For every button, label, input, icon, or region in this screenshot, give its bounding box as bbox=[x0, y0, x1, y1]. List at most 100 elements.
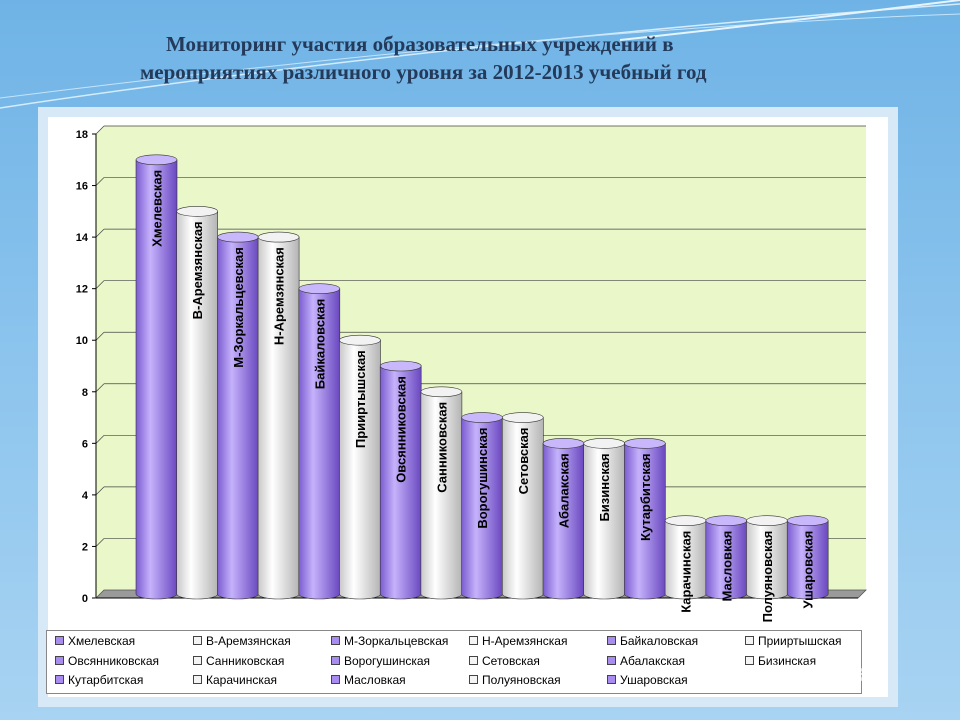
bar-13: Кутарбитская bbox=[624, 438, 666, 600]
title-line-2: мероприятиях различного уровня за 2012-2… bbox=[140, 60, 707, 84]
bar-label: Карачинская bbox=[679, 531, 694, 613]
watermark-text: MyShared bbox=[770, 660, 885, 687]
gridline-depth bbox=[95, 331, 105, 341]
gridline-depth bbox=[95, 435, 105, 444]
bar-top bbox=[624, 438, 666, 449]
title-line-1: Мониторинг участия образовательных учреж… bbox=[166, 32, 674, 56]
legend-item: Ворогушинская bbox=[331, 654, 430, 668]
bar-17: Ушаровская bbox=[786, 515, 829, 609]
legend-swatch bbox=[745, 656, 754, 666]
bar-label: Хмелевская bbox=[150, 170, 165, 247]
bar-label: Бизинская bbox=[597, 453, 612, 521]
legend-item: М-Зоркальцевская bbox=[331, 634, 448, 648]
bar-1: Хмелевская bbox=[135, 154, 178, 600]
bar-9: Ворогушинская bbox=[461, 412, 503, 600]
legend-label: Прииртышская bbox=[758, 634, 842, 648]
y-tick-label: 4 bbox=[82, 490, 89, 502]
legend-swatch bbox=[331, 675, 340, 685]
legend-swatch bbox=[469, 675, 478, 685]
legend-label: Карачинская bbox=[206, 673, 278, 687]
bar-label: Масловкая bbox=[719, 531, 734, 602]
bar-top bbox=[461, 412, 503, 423]
legend-item: В-Аремзянская bbox=[193, 634, 291, 648]
legend-swatch bbox=[193, 656, 202, 666]
bar-top bbox=[786, 515, 829, 526]
bar-4: Н-Аремзянская bbox=[257, 231, 300, 600]
bar-5: Байкаловская bbox=[298, 283, 341, 600]
legend-label: Сетовская bbox=[482, 654, 540, 668]
bar-label: Овсянниковская bbox=[394, 376, 409, 483]
bar-top bbox=[135, 154, 178, 166]
gridline-depth bbox=[95, 538, 105, 547]
gridline-depth bbox=[95, 125, 105, 135]
legend-swatch bbox=[331, 656, 340, 666]
legend-item: Овсянниковская bbox=[55, 654, 159, 668]
gridline-depth bbox=[95, 228, 105, 238]
gridline-depth bbox=[95, 486, 105, 496]
legend-swatch bbox=[607, 656, 616, 666]
legend-label: Кутарбитская bbox=[68, 673, 144, 687]
bar-top bbox=[664, 515, 707, 526]
legend-label: Полуяновская bbox=[482, 673, 561, 687]
legend-label: Санниковская bbox=[206, 654, 285, 668]
legend-item: Полуяновская bbox=[469, 673, 561, 687]
legend-swatch bbox=[469, 656, 478, 666]
bar-top bbox=[501, 412, 544, 423]
bar-label: Абалакская bbox=[557, 453, 572, 528]
legend-swatch bbox=[745, 636, 754, 646]
legend-item: Байкаловская bbox=[607, 634, 698, 648]
legend-item: Масловкая bbox=[331, 673, 406, 687]
legend: Хмелевская В-Аремзянская М-Зоркальцевская Н… bbox=[46, 630, 862, 694]
bar-label: Кутарбитская bbox=[638, 453, 653, 541]
bar-11: Абалакская bbox=[542, 438, 585, 600]
legend-label: Овсянниковская bbox=[68, 654, 160, 668]
bar-body bbox=[786, 520, 829, 600]
bar-label: Байкаловская bbox=[312, 299, 327, 390]
bar-top bbox=[379, 360, 422, 372]
bar-label: Ворогушинская bbox=[475, 428, 490, 529]
bar-top bbox=[176, 206, 218, 217]
gridline-depth bbox=[95, 280, 105, 289]
legend-swatch bbox=[55, 636, 64, 646]
legend-swatch bbox=[193, 636, 202, 646]
bar-top bbox=[705, 515, 748, 526]
legend-item: Хмелевская bbox=[55, 634, 135, 648]
y-tick-label: 2 bbox=[82, 541, 88, 553]
legend-item: Ушаровская bbox=[607, 673, 688, 687]
legend-swatch bbox=[55, 656, 64, 666]
bar-label: Ушаровская bbox=[801, 531, 816, 609]
bar-12: Бизинская bbox=[583, 438, 626, 600]
background-swoosh bbox=[0, 0, 960, 109]
bar-label: Сетовская bbox=[516, 428, 531, 495]
chart-frame-border bbox=[38, 107, 898, 707]
legend-label: Абалакская bbox=[620, 654, 686, 668]
y-tick-label: 6 bbox=[82, 438, 88, 450]
bar-top bbox=[746, 515, 788, 526]
legend-swatch bbox=[55, 675, 64, 685]
bar-8: Санниковская bbox=[420, 386, 463, 600]
legend-label: Ушаровская bbox=[620, 673, 688, 687]
legend-item: Санниковская bbox=[193, 654, 284, 668]
gridline-depth bbox=[95, 177, 105, 186]
y-tick-label: 12 bbox=[76, 284, 88, 296]
bar-top bbox=[583, 438, 626, 449]
legend-label: Н-Аремзянская bbox=[482, 634, 568, 648]
y-tick-label: 16 bbox=[76, 181, 88, 193]
bar-3: М-Зоркальцевская bbox=[217, 231, 259, 600]
legend-swatch bbox=[607, 636, 616, 646]
legend-label: Ворогушинская bbox=[344, 654, 431, 668]
bar-top bbox=[298, 283, 341, 294]
y-tick-label: 14 bbox=[76, 232, 89, 244]
y-tick-label: 8 bbox=[82, 387, 88, 399]
legend-item: Бизинская bbox=[745, 654, 816, 668]
legend-item: Абалакская bbox=[607, 654, 685, 668]
bar-14: Карачинская bbox=[664, 515, 707, 613]
legend-label: Хмелевская bbox=[68, 634, 136, 648]
legend-item: Прииртышская bbox=[745, 634, 842, 648]
bar-label: Санниковская bbox=[434, 402, 449, 493]
legend-item: Карачинская bbox=[193, 673, 277, 687]
y-tick-label: 10 bbox=[76, 335, 88, 347]
legend-swatch bbox=[469, 636, 478, 646]
bar-top bbox=[217, 231, 259, 243]
legend-item: Кутарбитская bbox=[55, 673, 143, 687]
